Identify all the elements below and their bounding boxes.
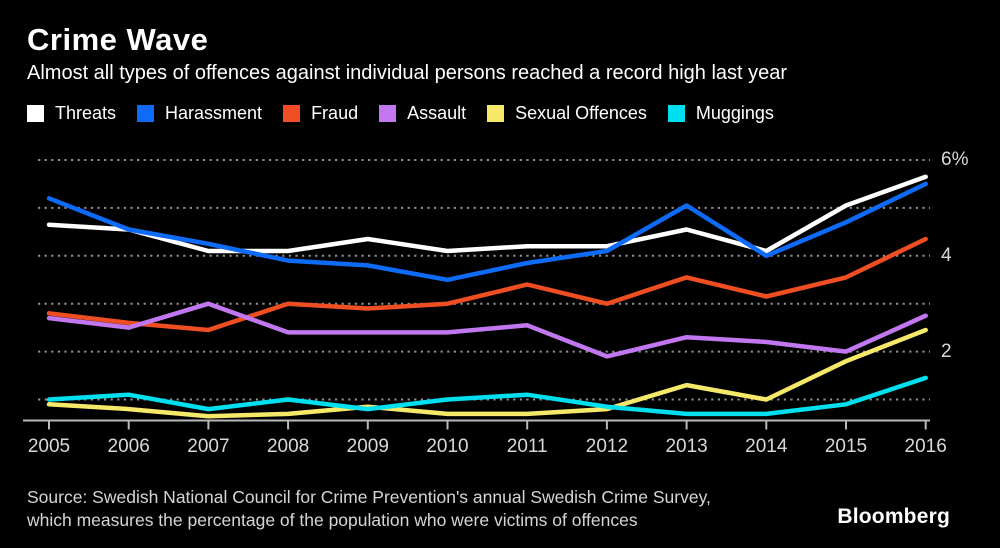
x-tick-label-2011: 2011 xyxy=(506,436,548,457)
source-note-line2: which measures the percentage of the pop… xyxy=(27,510,638,530)
legend-swatch-threats xyxy=(27,105,44,122)
legend-label-fraud: Fraud xyxy=(311,103,359,123)
legend-swatch-fraud xyxy=(283,105,301,122)
legend-label-threats: Threats xyxy=(55,103,117,123)
y-tick-label-4: 4 xyxy=(941,244,952,266)
x-tick-label-2009: 2009 xyxy=(346,436,389,457)
source-note-line1: Source: Swedish National Council for Cri… xyxy=(27,487,711,507)
legend-swatch-sexual-offences xyxy=(487,105,505,122)
x-tick-label-2013: 2013 xyxy=(665,436,708,457)
legend-label-harassment: Harassment xyxy=(165,103,263,123)
legend-item-fraud: Fraud xyxy=(283,103,358,124)
chart-title: Crime Wave xyxy=(27,22,209,57)
legend-item-harassment: Harassment xyxy=(137,103,262,124)
chart-legend: Threats Harassment Fraud Assault Sexual Offe… xyxy=(27,103,774,124)
legend-item-muggings: Muggings xyxy=(667,103,774,124)
series-line-harassment xyxy=(46,181,928,283)
legend-item-sexual-offences: Sexual Offences xyxy=(487,103,647,124)
series-line-assault xyxy=(46,301,928,359)
x-tick-label-2015: 2015 xyxy=(824,436,868,457)
legend-label-sexual-offences: Sexual Offences xyxy=(515,103,647,123)
x-tick-label-2014: 2014 xyxy=(745,436,788,457)
bloomberg-logo: Bloomberg xyxy=(837,505,950,528)
y-tick-label-6: 6% xyxy=(941,149,969,170)
legend-swatch-harassment xyxy=(137,105,155,122)
series-line-sexual-offences xyxy=(46,327,928,419)
legend-swatch-assault xyxy=(379,105,397,122)
legend-item-assault: Assault xyxy=(379,103,466,124)
x-tick-label-2005: 2005 xyxy=(27,436,71,457)
x-tick-label-2016: 2016 xyxy=(904,436,947,457)
legend-swatch-muggings xyxy=(667,105,685,122)
y-tick-label-2: 2 xyxy=(941,340,952,362)
legend-label-assault: Assault xyxy=(407,103,467,123)
series-line-muggings xyxy=(46,375,928,417)
x-tick-label-2006: 2006 xyxy=(107,436,150,457)
x-tick-label-2007: 2007 xyxy=(187,436,230,457)
legend-label-muggings: Muggings xyxy=(695,103,774,123)
legend-item-threats: Threats xyxy=(27,103,116,124)
x-tick-label-2012: 2012 xyxy=(585,436,629,457)
series-line-fraud xyxy=(46,236,928,333)
x-tick-label-2010: 2010 xyxy=(426,436,469,457)
x-tick-label-2008: 2008 xyxy=(266,436,310,457)
chart-subtitle: Almost all types of offences against ind… xyxy=(27,62,788,84)
series-line-threats xyxy=(46,174,928,254)
